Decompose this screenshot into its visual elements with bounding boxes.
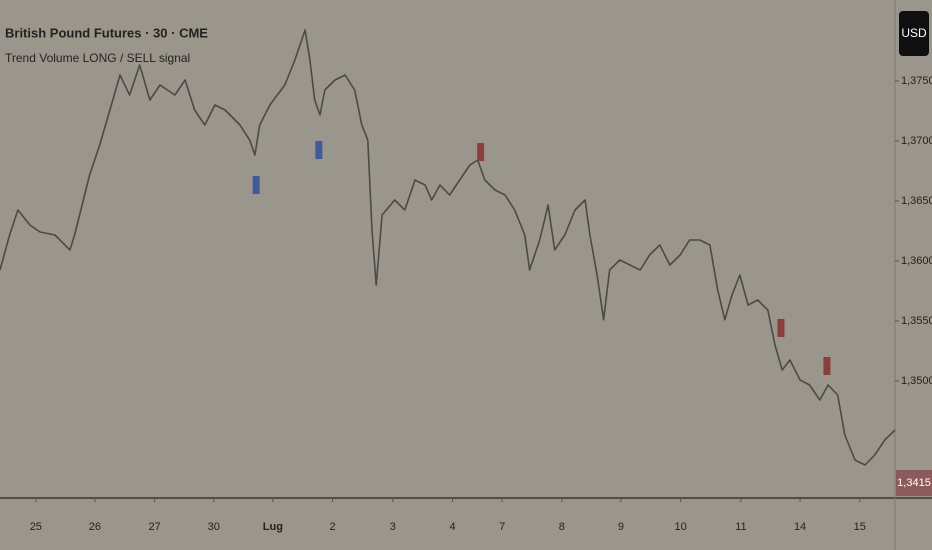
last-price-label: 1,3415: [897, 477, 931, 489]
x-tick-label: 9: [618, 521, 624, 533]
signal-marker: [315, 141, 323, 159]
x-tick-label: 10: [675, 521, 687, 533]
chart-title: British Pound Futures · 30 · CME: [5, 25, 208, 40]
currency-button[interactable]: [899, 11, 929, 56]
y-tick-label: 1,3600: [901, 255, 932, 267]
y-tick-label: 1,3700: [901, 135, 932, 147]
x-tick-label: 27: [149, 521, 161, 533]
signal-marker: [252, 176, 260, 195]
x-tick-label: 11: [735, 521, 746, 533]
signal-marker: [777, 318, 785, 337]
signal-marker: [823, 357, 831, 375]
x-tick-label: 2: [330, 521, 336, 533]
x-tick-label: 3: [390, 521, 396, 533]
x-tick-label: Lug: [263, 521, 283, 533]
y-tick-label: 1,3550: [901, 315, 932, 327]
y-tick-label: 1,3500: [901, 375, 932, 387]
x-tick-label: 8: [559, 521, 565, 533]
y-tick-label: 1,3750: [901, 75, 932, 87]
x-tick-label: 26: [89, 521, 101, 533]
x-tick-label: 7: [499, 521, 505, 533]
last-price-box: [896, 470, 932, 496]
currency-label[interactable]: USD: [901, 26, 927, 40]
x-tick-label: 25: [30, 521, 42, 533]
x-tick-label: 14: [794, 521, 806, 533]
signal-marker: [477, 143, 485, 162]
y-tick-label: 1,3650: [901, 195, 932, 207]
indicator-name: Trend Volume LONG / SELL signal: [5, 51, 190, 65]
x-tick-label: 4: [450, 521, 456, 533]
x-tick-label: 15: [854, 521, 866, 533]
x-tick-label: 30: [208, 521, 220, 533]
price-line: [0, 29, 896, 466]
